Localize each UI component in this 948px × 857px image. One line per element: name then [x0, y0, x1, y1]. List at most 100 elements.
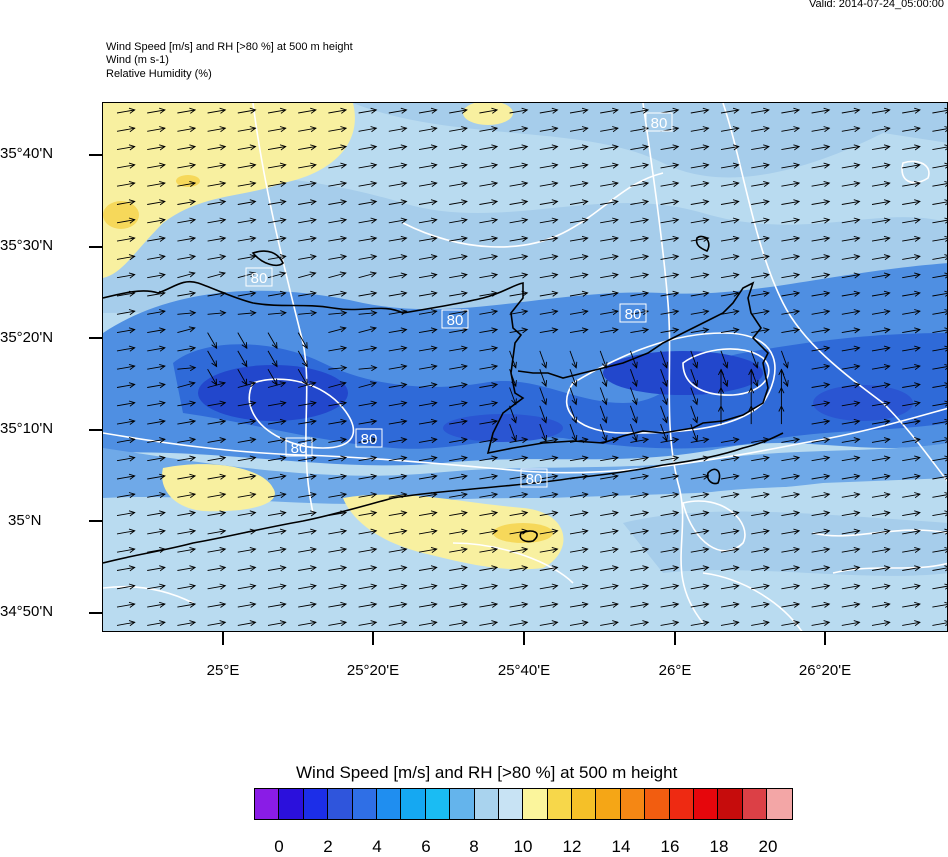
wind-arrow	[328, 585, 347, 590]
wind-arrow	[479, 329, 498, 334]
wind-arrow	[237, 475, 256, 480]
wind-arrow	[690, 310, 709, 315]
wind-arrow-head	[702, 473, 710, 480]
wind-arrow-head	[793, 254, 801, 261]
wind-arrow	[841, 109, 860, 114]
wind-arrow	[902, 182, 920, 187]
wind-arrow	[237, 548, 256, 553]
wind-arrow-head	[883, 327, 891, 334]
wind-arrow-head	[219, 400, 227, 407]
wind-arrow-head	[461, 601, 468, 608]
wind-arrow	[629, 387, 638, 405]
wind-arrow-head	[944, 162, 947, 169]
wind-arrow	[116, 566, 135, 571]
wind-arrow	[177, 530, 196, 535]
wind-arrow-head	[793, 126, 801, 133]
wind-arrow-head	[551, 144, 559, 151]
wind-arrow	[871, 292, 890, 297]
wind-arrow	[600, 109, 618, 114]
wind-arrow-head	[279, 290, 287, 297]
wind-arrow	[751, 182, 769, 187]
wind-arrow	[328, 255, 347, 260]
wind-arrow	[509, 164, 528, 169]
wind-arrow-head	[461, 363, 468, 370]
wind-arrow-head	[310, 235, 317, 242]
wind-arrow-head	[793, 620, 801, 627]
wind-arrow	[177, 420, 196, 425]
wind-arrow	[449, 621, 467, 626]
wind-arrow	[630, 219, 649, 224]
wind-arrow	[147, 475, 165, 480]
wind-arrow	[207, 182, 226, 187]
wind-arrow	[690, 405, 698, 423]
contour-label-box	[441, 309, 469, 329]
wind-arrow-head	[914, 382, 921, 389]
wind-arrow	[207, 457, 226, 462]
wind-arrow	[902, 457, 920, 462]
wind-arrow	[630, 621, 649, 626]
wind-arrow	[660, 164, 679, 169]
wind-arrow-head	[249, 473, 257, 480]
wind-arrow-head	[914, 126, 921, 133]
wind-arrow	[267, 621, 286, 626]
wind-arrow-head	[612, 290, 619, 297]
wind-arrow-head	[279, 381, 287, 388]
wind-arrow-head	[702, 107, 710, 114]
wind-arrow	[902, 566, 920, 571]
wind-arrow-head	[782, 380, 789, 388]
wind-arrow-head	[642, 309, 650, 316]
wind-arrow-head	[400, 126, 408, 133]
wind-arrow-head	[511, 380, 517, 388]
wind-arrow-head	[189, 583, 197, 590]
wind-arrow	[569, 310, 588, 315]
wind-arrow-head	[279, 620, 287, 627]
wind-arrow-head	[551, 601, 559, 608]
wind-arrow	[358, 566, 377, 571]
wind-arrow-head	[551, 437, 559, 444]
wind-arrow	[811, 310, 830, 315]
wind-arrow	[720, 146, 739, 151]
wind-arrow	[358, 109, 377, 114]
wind-arrow-head	[601, 398, 608, 406]
wind-arrow-head	[521, 126, 529, 133]
wind-arrow-head	[944, 400, 947, 407]
wind-arrow	[177, 109, 196, 114]
wind-arrow	[509, 350, 517, 368]
wind-arrow	[177, 621, 196, 626]
wind-arrow	[297, 368, 308, 386]
wind-arrow-head	[571, 380, 578, 388]
colorbar-swatch	[596, 789, 621, 819]
wind-arrow	[811, 585, 830, 590]
wind-arrow-head	[702, 327, 710, 334]
wind-arrow	[358, 182, 377, 187]
wind-arrow	[660, 146, 679, 151]
wind-arrow	[449, 200, 467, 205]
wind-arrow	[751, 566, 769, 571]
wind-arrow	[811, 146, 830, 151]
wind-arrow	[539, 585, 558, 590]
wind-arrow	[841, 274, 860, 279]
wind-arrow	[600, 182, 618, 187]
wind-arrow-head	[732, 126, 740, 133]
wind-arrow-head	[672, 583, 680, 590]
wind-arrow-head	[702, 235, 710, 242]
wind-arrow	[871, 109, 890, 114]
wind-arrow	[388, 329, 407, 334]
wind-arrow-head	[612, 565, 619, 572]
wind-arrow-head	[823, 126, 831, 133]
wind-arrow-head	[732, 180, 740, 187]
wind-arrow-head	[732, 217, 740, 224]
wind-arrow-head	[748, 368, 755, 376]
wind-arrow-head	[511, 416, 517, 424]
wind-arrow-head	[763, 290, 770, 297]
wind-arrow-head	[340, 510, 348, 517]
wind-arrow	[932, 329, 947, 334]
wind-arrow-head	[301, 360, 308, 368]
wind-arrow	[630, 182, 649, 187]
wind-arrow-head	[853, 565, 861, 572]
wind-arrow	[660, 548, 679, 553]
wind-arrow	[328, 457, 347, 462]
colorbar-swatch	[767, 789, 792, 819]
wind-arrow-head	[823, 510, 831, 517]
wind-arrow-head	[279, 528, 287, 535]
